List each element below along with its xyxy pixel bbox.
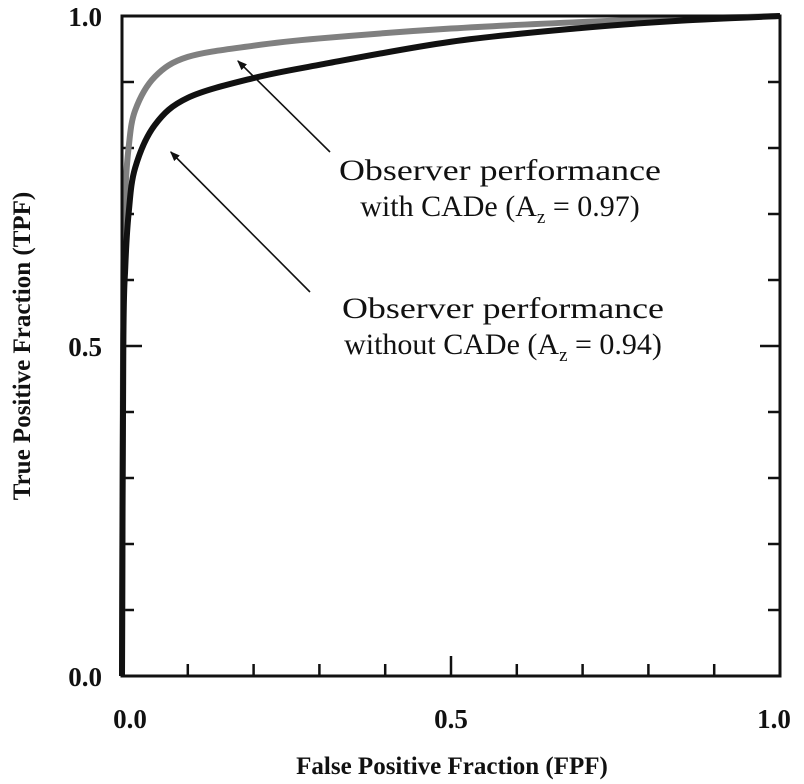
y-tick-label-0: 0.0 bbox=[68, 662, 102, 692]
annotation-without-cade-line2: without CADe (Az = 0.94) bbox=[344, 328, 662, 366]
annotation-with-cade-line2: with CADe (Az = 0.97) bbox=[360, 190, 640, 228]
axis-ticks bbox=[122, 80, 780, 676]
annotation-without-cade-line1: Observer performance bbox=[342, 292, 664, 325]
x-tick-label-1: 1.0 bbox=[757, 704, 791, 734]
y-tick-label-0.5: 0.5 bbox=[68, 332, 102, 362]
y-axis-title: True Positive Fraction (TPF) bbox=[9, 192, 36, 500]
x-tick-label-0.5: 0.5 bbox=[434, 704, 468, 734]
roc-curve-without-cade bbox=[119, 13, 781, 677]
y-tick-label-1: 1.0 bbox=[68, 2, 102, 32]
annotations: Observer performance with CADe (Az = 0.9… bbox=[170, 60, 664, 366]
plot-frame bbox=[120, 14, 782, 678]
roc-curves bbox=[119, 13, 781, 677]
arrow-without-cade bbox=[170, 151, 311, 293]
arrow-with-cade bbox=[237, 60, 331, 153]
x-axis-title: False Positive Fraction (FPF) bbox=[296, 753, 608, 780]
x-tick-label-0: 0.0 bbox=[113, 704, 147, 734]
annotation-with-cade-line1: Observer performance bbox=[339, 154, 661, 187]
